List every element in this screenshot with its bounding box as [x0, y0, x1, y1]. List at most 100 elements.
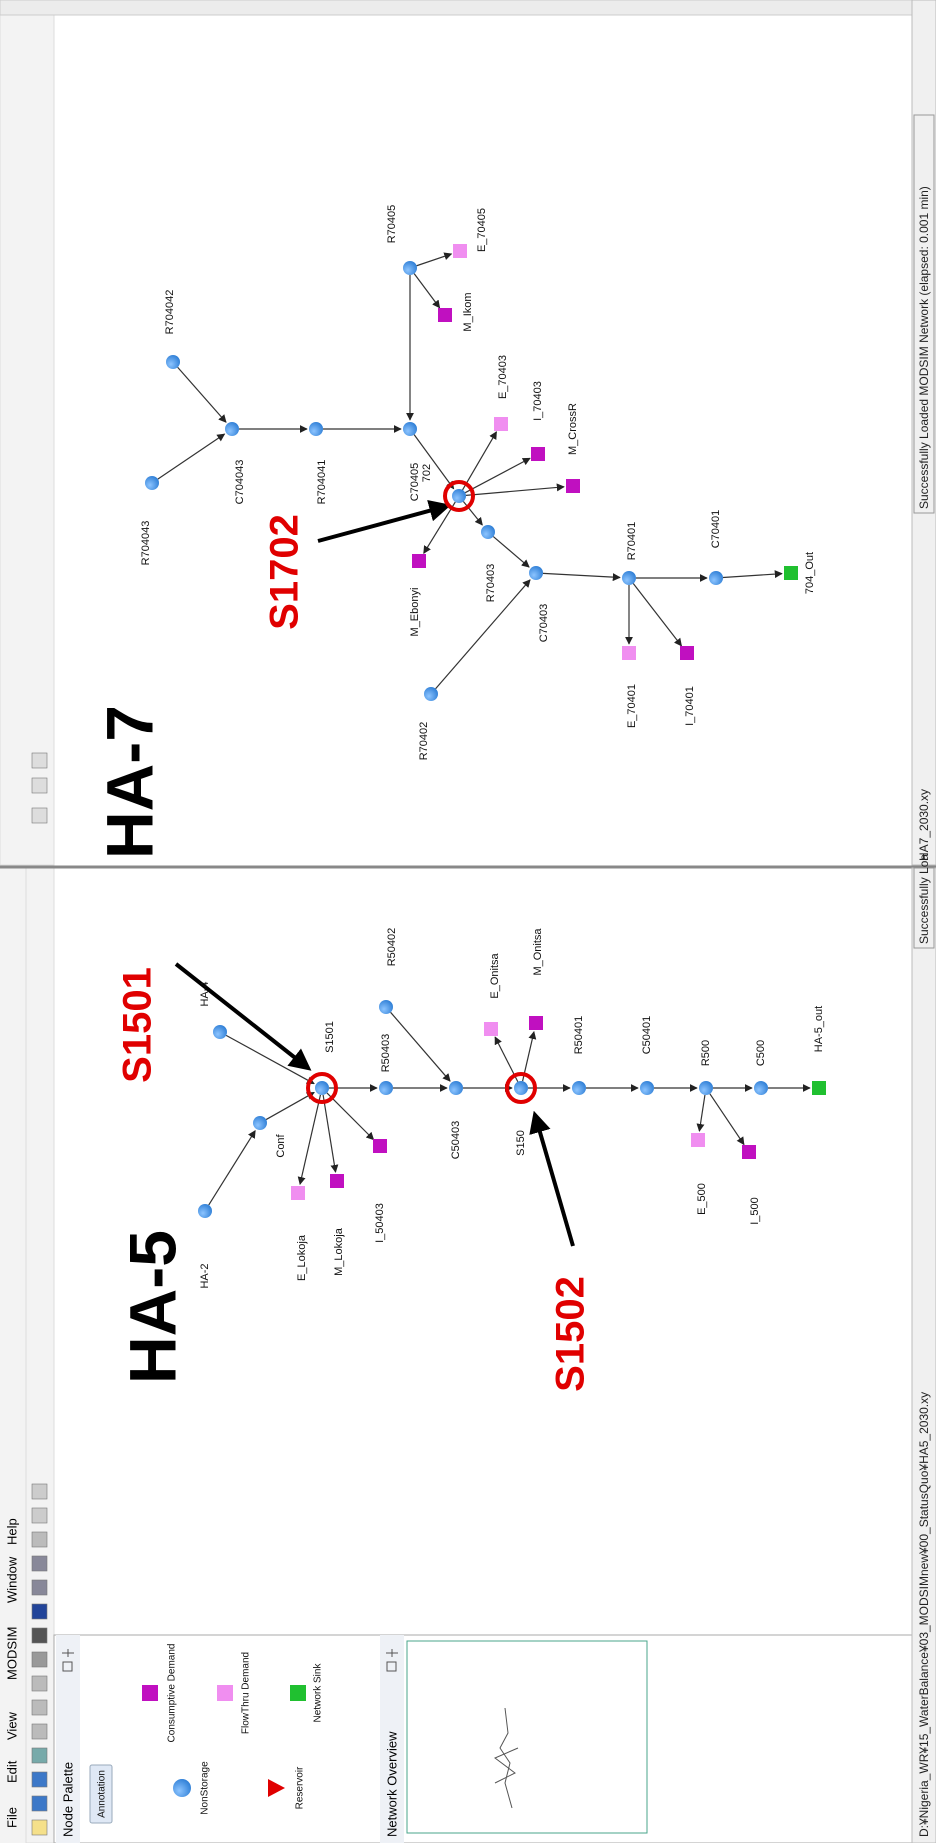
panel-button[interactable]	[386, 1649, 398, 1657]
node-label: S150	[515, 1130, 527, 1156]
toolbar-button[interactable]	[31, 1651, 48, 1668]
node[interactable]	[330, 1174, 344, 1188]
node[interactable]	[213, 1025, 227, 1039]
node-label: M_Ikom	[462, 292, 474, 331]
node[interactable]	[403, 422, 417, 436]
panel-title: Network Overview	[384, 1731, 399, 1837]
scrollbar[interactable]	[0, 0, 913, 16]
node[interactable]	[572, 1081, 586, 1095]
toolbar-button[interactable]	[31, 752, 48, 769]
palette-icon[interactable]	[173, 1779, 191, 1797]
panel-button[interactable]	[62, 1661, 73, 1672]
node[interactable]	[812, 1081, 826, 1095]
node[interactable]	[622, 646, 636, 660]
panel-button[interactable]	[386, 1661, 397, 1672]
node[interactable]	[438, 308, 452, 322]
node[interactable]	[699, 1081, 713, 1095]
tab[interactable]	[89, 1764, 113, 1824]
toolbar-button[interactable]	[31, 1795, 48, 1812]
toolbar-button[interactable]	[31, 1675, 48, 1692]
node[interactable]	[452, 489, 466, 503]
node[interactable]	[145, 476, 159, 490]
menu-item[interactable]: View	[4, 1711, 19, 1740]
node-label: M_Lokoja	[333, 1227, 345, 1276]
toolbar-button[interactable]	[31, 777, 48, 794]
toolbar-button[interactable]	[31, 1819, 48, 1836]
node[interactable]	[531, 447, 545, 461]
node[interactable]	[373, 1139, 387, 1153]
node[interactable]	[379, 1000, 393, 1014]
callout-arrow	[317, 499, 452, 543]
toolbar-button[interactable]	[31, 1555, 48, 1572]
panel-button[interactable]	[62, 1649, 74, 1657]
node[interactable]	[449, 1081, 463, 1095]
link	[413, 434, 455, 490]
node[interactable]	[412, 554, 426, 568]
node-label: R50402	[386, 928, 398, 967]
node[interactable]	[253, 1116, 267, 1130]
tab-label[interactable]: Annotation	[97, 1770, 108, 1818]
node[interactable]	[315, 1081, 329, 1095]
menu-item[interactable]: Window	[4, 1556, 19, 1603]
toolbar-button[interactable]	[31, 807, 48, 824]
node-label: 702	[421, 464, 433, 482]
menu-item[interactable]: Help	[4, 1518, 19, 1545]
link	[225, 1034, 315, 1085]
toolbar-button[interactable]	[31, 1483, 48, 1500]
node[interactable]	[640, 1081, 654, 1095]
link	[464, 457, 531, 494]
node-label: R50401	[573, 1016, 585, 1055]
node[interactable]	[622, 571, 636, 585]
node[interactable]	[680, 646, 694, 660]
toolbar-button[interactable]	[31, 1531, 48, 1548]
node[interactable]	[484, 1022, 498, 1036]
menu-item[interactable]: Edit	[4, 1760, 19, 1783]
node[interactable]	[494, 417, 508, 431]
node[interactable]	[514, 1081, 528, 1095]
status-field	[913, 114, 935, 514]
panel-header	[380, 1635, 404, 1843]
node[interactable]	[403, 261, 417, 275]
node[interactable]	[225, 422, 239, 436]
palette-icon[interactable]	[290, 1685, 306, 1701]
toolbar	[0, 0, 55, 866]
node[interactable]	[309, 422, 323, 436]
node[interactable]	[529, 1016, 543, 1030]
toolbar-button[interactable]	[31, 1723, 48, 1740]
toolbar-button[interactable]	[31, 1747, 48, 1764]
palette-icon[interactable]	[142, 1685, 158, 1701]
toolbar-button[interactable]	[31, 1627, 48, 1644]
node[interactable]	[709, 571, 723, 585]
toolbar-button[interactable]	[31, 1603, 48, 1620]
node[interactable]	[453, 244, 467, 258]
node[interactable]	[291, 1186, 305, 1200]
callout-arrow	[529, 1110, 575, 1247]
link	[416, 252, 453, 267]
link	[413, 273, 441, 309]
node[interactable]	[566, 479, 580, 493]
window-label: HA-7	[92, 705, 166, 859]
node[interactable]	[379, 1081, 393, 1095]
menu-item[interactable]: File	[4, 1807, 19, 1828]
node-label: I_70403	[532, 381, 544, 421]
node[interactable]	[784, 566, 798, 580]
node[interactable]	[481, 525, 495, 539]
palette-icon[interactable]	[268, 1779, 285, 1797]
toolbar-button[interactable]	[31, 1507, 48, 1524]
window-label: HA-5	[115, 1230, 189, 1384]
palette-icon[interactable]	[217, 1685, 233, 1701]
node-label: E_70405	[476, 208, 488, 252]
toolbar-button[interactable]	[31, 1771, 48, 1788]
node[interactable]	[529, 566, 543, 580]
node[interactable]	[754, 1081, 768, 1095]
node[interactable]	[691, 1133, 705, 1147]
menu-item[interactable]: MODSIM	[4, 1627, 19, 1680]
network: HA-2 HA-4 Conf S1501 E_Lokoja M_Lokoja I_50403…	[198, 928, 826, 1289]
node[interactable]	[424, 687, 438, 701]
toolbar-button[interactable]	[31, 1579, 48, 1596]
node[interactable]	[166, 355, 180, 369]
node[interactable]	[742, 1145, 756, 1159]
toolbar-button[interactable]	[31, 1699, 48, 1716]
node[interactable]	[198, 1204, 212, 1218]
